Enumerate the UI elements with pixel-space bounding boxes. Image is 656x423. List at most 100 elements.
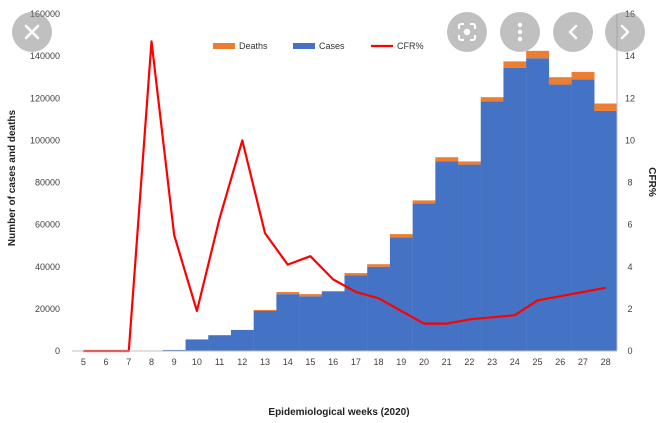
legend-cases-label: Cases (319, 41, 345, 51)
cases-bar (321, 292, 345, 351)
cases-bar (367, 266, 391, 351)
more-vertical-icon (517, 22, 523, 42)
legend-deaths: Deaths (213, 41, 268, 51)
x-tick-label: 26 (555, 357, 565, 367)
y2-tick-label: 2 (627, 304, 632, 314)
cfr-line (83, 40, 606, 353)
y-tick-label: 80000 (35, 178, 60, 188)
legend: Deaths Cases CFR% (213, 41, 424, 51)
cases-bar (230, 329, 254, 351)
deaths-bar (480, 97, 504, 102)
y-axis-title: Number of cases and deaths (7, 109, 18, 246)
deaths-bar (503, 61, 527, 68)
cases-bar (412, 203, 436, 351)
close-button[interactable] (12, 12, 52, 52)
legend-cases: Cases (293, 41, 345, 51)
deaths-bar (526, 50, 550, 59)
legend-cases-swatch (293, 43, 315, 49)
deaths-bar (253, 309, 277, 311)
cases-bar (458, 164, 481, 351)
x-tick-label: 13 (260, 357, 270, 367)
bar-series (162, 50, 618, 351)
y-tick-label: 60000 (35, 220, 60, 230)
x-tick-label: 9 (172, 357, 177, 367)
deaths-bar (389, 234, 413, 238)
y2-tick-label: 14 (625, 51, 635, 61)
x-tick-label: 21 (442, 357, 452, 367)
y-tick-label: 100000 (30, 135, 60, 145)
x-axis-title: Epidemiological weeks (2020) (268, 407, 409, 418)
deaths-bar (344, 273, 368, 276)
y-tick-label: 160000 (30, 9, 60, 19)
chevron-right-icon (618, 23, 632, 41)
next-button[interactable] (605, 12, 645, 52)
cases-bar (571, 79, 595, 351)
cases-bar (162, 349, 186, 351)
cases-bar (526, 58, 550, 351)
cases-bar (548, 84, 572, 351)
y2-tick-label: 4 (627, 262, 632, 272)
deaths-bar (299, 294, 322, 297)
x-tick-label: 18 (374, 357, 384, 367)
deaths-bar (435, 157, 459, 162)
cases-bar (389, 237, 413, 351)
cases-bar (503, 67, 527, 351)
y2-tick-label: 6 (627, 220, 632, 230)
deaths-bar (367, 264, 391, 267)
google-lens-icon (456, 21, 478, 43)
lens-button[interactable] (447, 12, 487, 52)
cases-bar (185, 339, 209, 351)
deaths-bar (321, 290, 345, 293)
previous-button[interactable] (553, 12, 593, 52)
x-tick-label: 8 (149, 357, 154, 367)
x-tick-label: 16 (328, 357, 338, 367)
x-tick-label: 12 (237, 357, 247, 367)
legend-deaths-label: Deaths (239, 41, 268, 51)
cases-bar (276, 294, 300, 351)
more-options-button[interactable] (500, 12, 540, 52)
legend-deaths-swatch (213, 43, 235, 49)
x-tick-label: 14 (283, 357, 293, 367)
x-tick-label: 15 (305, 357, 315, 367)
chevron-left-icon (566, 23, 580, 41)
y-tick-label: 140000 (30, 51, 60, 61)
x-tick-label: 19 (396, 357, 406, 367)
x-tick-label: 10 (192, 357, 202, 367)
deaths-bar (412, 200, 436, 204)
x-tick-label: 20 (419, 357, 429, 367)
deaths-bar (548, 77, 572, 85)
x-tick-label: 27 (578, 357, 588, 367)
deaths-bar (594, 103, 618, 111)
deaths-bar (276, 292, 300, 295)
x-tick-label: 22 (464, 357, 474, 367)
x-tick-label: 24 (510, 357, 520, 367)
cases-bar (480, 101, 504, 351)
y2-tick-label: 0 (627, 346, 632, 356)
cases-bar (594, 110, 618, 351)
x-tick-label: 5 (81, 357, 86, 367)
y-tick-label: 0 (55, 346, 60, 356)
x-tick-label: 7 (126, 357, 131, 367)
cases-bar (435, 161, 459, 351)
x-tick-label: 17 (351, 357, 361, 367)
axes (72, 14, 618, 352)
x-tick-label: 25 (533, 357, 543, 367)
cfr-line-series (83, 40, 606, 353)
y2-tick-label: 12 (625, 93, 635, 103)
y2-axis-title: CFR% (646, 167, 656, 197)
y-tick-label: 20000 (35, 304, 60, 314)
y2-tick-label: 10 (625, 135, 635, 145)
deaths-bar (571, 71, 595, 80)
cases-bar (253, 310, 277, 351)
x-tick-label: 6 (104, 357, 109, 367)
close-icon (22, 22, 42, 42)
x-tick-label: 11 (215, 357, 224, 367)
y-tick-label: 120000 (30, 93, 60, 103)
legend-cfr: CFR% (371, 41, 424, 51)
x-tick-label: 28 (601, 357, 611, 367)
x-tick-label: 23 (487, 357, 497, 367)
y2-tick-label: 8 (627, 178, 632, 188)
y-tick-label: 40000 (35, 262, 60, 272)
cases-bar (208, 335, 232, 351)
